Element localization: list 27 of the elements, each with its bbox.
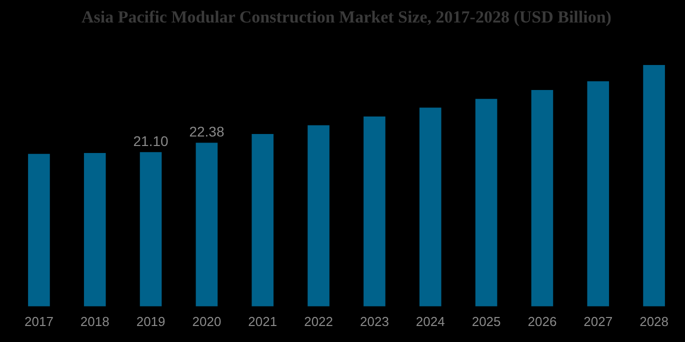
data-label: 22.38	[189, 124, 224, 140]
x-tick-label: 2017	[24, 314, 54, 329]
x-tick-label: 2028	[640, 314, 669, 329]
bar	[140, 152, 162, 306]
bar	[84, 152, 106, 306]
x-tick-label: 2022	[304, 314, 334, 329]
bar	[28, 154, 50, 306]
bar	[419, 108, 442, 306]
bar	[643, 65, 665, 306]
bar	[364, 116, 386, 306]
x-tick-label: 2018	[80, 314, 110, 329]
x-tick-label: 2019	[136, 314, 166, 329]
x-tick-label: 2027	[584, 314, 613, 329]
bar	[196, 142, 218, 306]
bar	[531, 90, 554, 306]
x-tick-label: 2024	[416, 314, 445, 329]
bar	[587, 81, 610, 306]
data-label: 21.10	[133, 132, 169, 149]
bar	[308, 125, 330, 306]
x-tick-label: 2025	[472, 314, 501, 329]
bar	[475, 98, 498, 306]
chart-title: Asia Pacific Modular Construction Market Size, 2017-2028 (USD Billion)	[82, 8, 612, 27]
bar	[252, 134, 274, 306]
x-tick-label: 2021	[248, 314, 278, 329]
x-tick-label: 2026	[528, 314, 557, 329]
x-tick-label: 2023	[360, 314, 389, 329]
x-tick-label: 2020	[192, 314, 222, 329]
